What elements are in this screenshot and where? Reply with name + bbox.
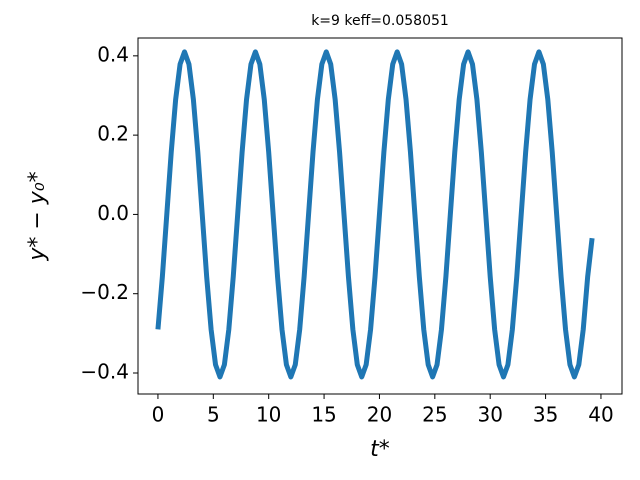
x-tick-label: 30 [477,403,502,427]
y-tick-label: 0.0 [97,201,129,225]
data-line [155,49,595,380]
y-tick-label: 0.4 [97,42,129,66]
x-tick-label: 20 [367,403,392,427]
x-tick-label: 10 [256,403,281,427]
x-tick-label: 40 [588,403,613,427]
y-tick-label: 0.2 [97,122,129,146]
y-tick-label: −0.4 [80,359,129,383]
x-axis-label: t* [370,437,390,462]
x-tick-label: 25 [422,403,447,427]
x-tick-label: 15 [311,403,336,427]
x-tick-label: 5 [207,403,220,427]
y-tick-label: −0.2 [80,280,129,304]
x-tick-label: 35 [533,403,558,427]
x-tick-label: 0 [152,403,165,427]
chart-title: k=9 keff=0.058051 [311,13,449,29]
plot-frame [137,37,623,395]
y-axis-label: y* − y₀* [25,171,50,261]
